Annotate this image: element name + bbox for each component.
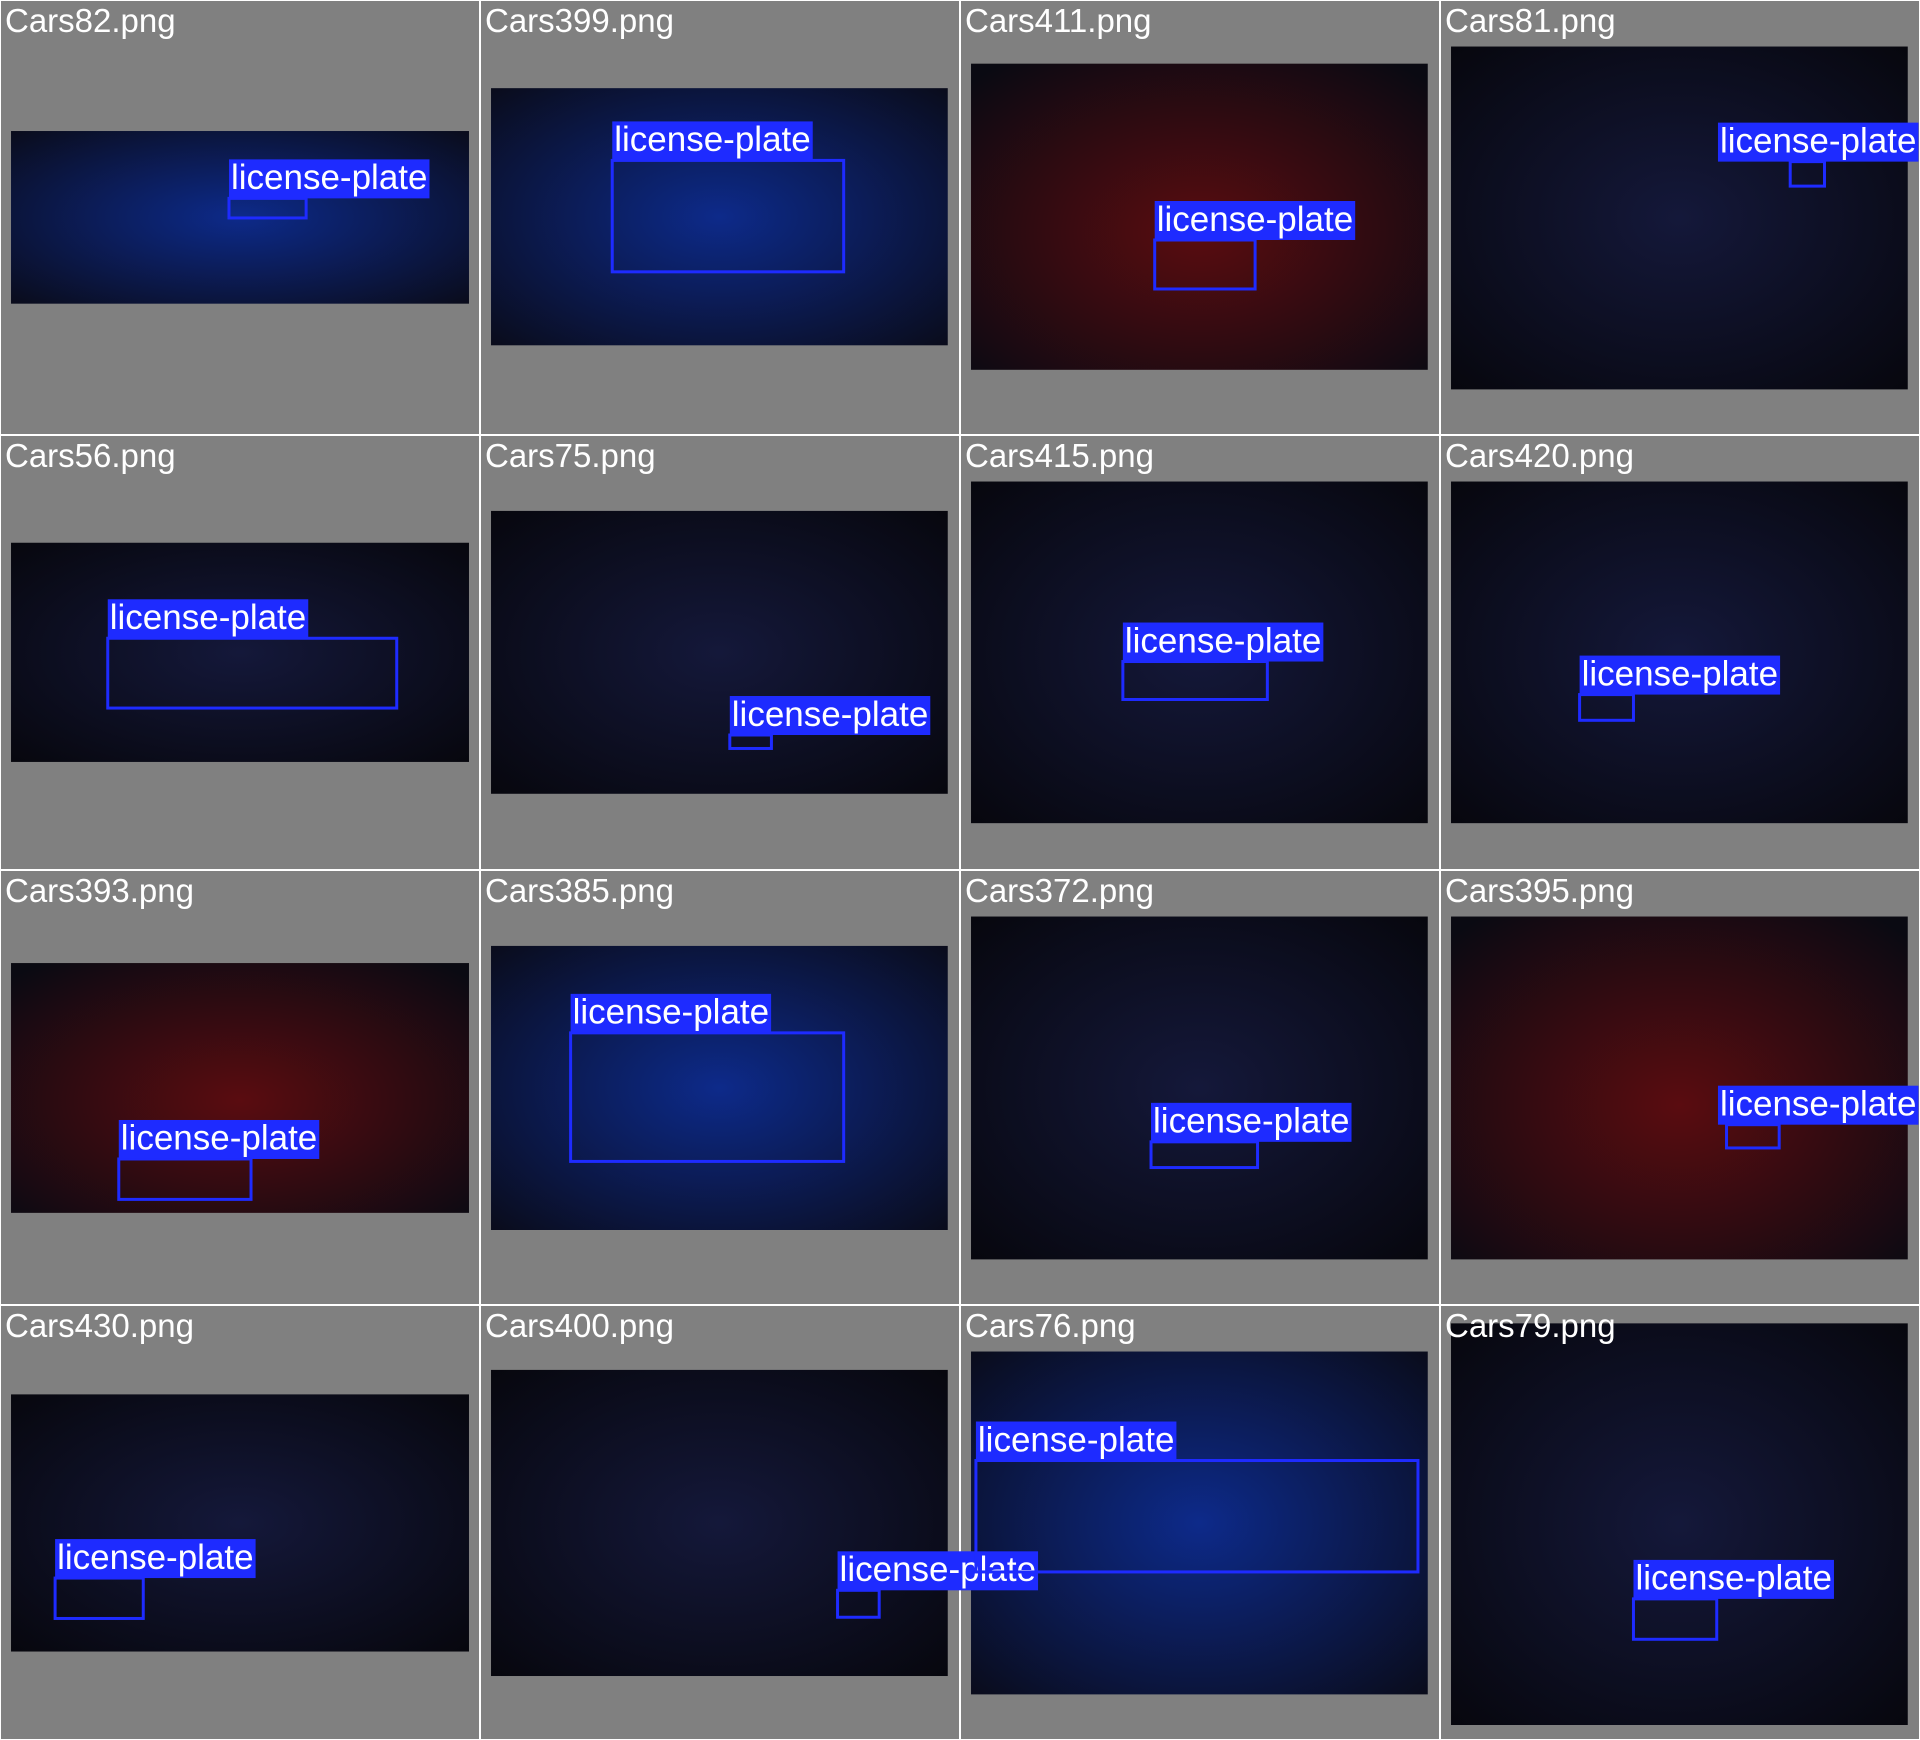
label-background (1151, 1102, 1352, 1142)
filename: Cars56.png (5, 437, 176, 474)
box-label: license-plate (732, 695, 929, 734)
label-background (1717, 1085, 1919, 1125)
label-background (729, 696, 931, 735)
label-background (612, 121, 813, 161)
image (11, 1394, 469, 1652)
box-label: license-plate (1720, 121, 1917, 160)
box-label: license-plate (614, 120, 811, 159)
filename: Cars76.png (965, 1307, 1136, 1344)
box-label: license-plate (57, 1538, 254, 1577)
label-background (1122, 622, 1324, 662)
box-label: license-plate (121, 1119, 318, 1158)
image (1451, 1323, 1908, 1725)
filename: Cars411.png (965, 2, 1152, 39)
label-background (1717, 122, 1919, 162)
box-label: license-plate (1157, 200, 1354, 239)
image (11, 963, 469, 1213)
filename: Cars79.png (1445, 1307, 1616, 1344)
label-background (1154, 201, 1356, 240)
filename: Cars430.png (5, 1307, 194, 1344)
image (971, 1351, 1428, 1695)
label-background (118, 1119, 320, 1159)
filename: Cars82.png (5, 2, 176, 39)
label-background (975, 1421, 1177, 1461)
filename: Cars81.png (1445, 2, 1616, 39)
box-label: license-plate (978, 1420, 1175, 1459)
image (971, 916, 1428, 1260)
filename: Cars393.png (5, 872, 194, 909)
bounding-box (974, 1459, 1420, 1574)
box-label: license-plate (840, 1550, 1037, 1589)
box-label: license-plate (231, 158, 428, 197)
label-background (107, 599, 309, 639)
image (491, 510, 948, 794)
box-label: license-plate (1720, 1084, 1917, 1123)
image (1451, 481, 1908, 824)
overlays: license-plate license-plate license-plate l… (53, 120, 1919, 1641)
box-label: license-plate (573, 993, 770, 1032)
filename: Cars75.png (485, 437, 656, 474)
filename: Cars400.png (485, 1307, 674, 1344)
box-label: license-plate (1582, 654, 1779, 693)
image (11, 542, 469, 762)
filename: Cars385.png (485, 872, 674, 909)
box-label: license-plate (1125, 621, 1322, 660)
filename: Cars399.png (485, 2, 674, 39)
label-background (570, 993, 772, 1033)
label-background (1633, 1559, 1834, 1599)
image (1451, 46, 1908, 390)
label-background (55, 1539, 256, 1579)
filename: Cars415.png (965, 437, 1154, 474)
filename: Cars420.png (1445, 437, 1634, 474)
label-background (228, 159, 430, 199)
label-background (1579, 655, 1781, 695)
image (491, 945, 948, 1230)
box-label: license-plate (110, 598, 307, 637)
box-label: license-plate (1635, 1559, 1832, 1598)
box-label: license-plate (1153, 1102, 1350, 1141)
filename: Cars372.png (965, 872, 1154, 909)
filename: Cars395.png (1445, 872, 1634, 909)
image (491, 1369, 948, 1677)
